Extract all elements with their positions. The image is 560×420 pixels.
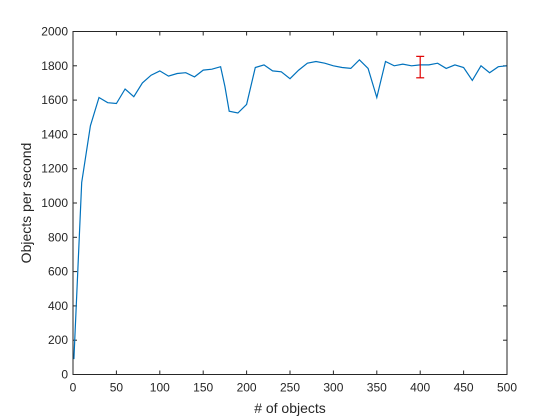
- data-point: [107, 102, 109, 104]
- x-tick-label: 300: [323, 381, 343, 395]
- data-point: [332, 65, 334, 67]
- x-tick-label: 250: [280, 381, 300, 395]
- y-tick-label: 0: [61, 368, 68, 382]
- x-tick-label: 50: [110, 381, 124, 395]
- data-point: [224, 85, 226, 87]
- x-tick-label: 150: [193, 381, 213, 395]
- data-point: [141, 82, 143, 84]
- data-point: [115, 102, 117, 104]
- x-axis-label: # of objects: [254, 400, 326, 416]
- data-point: [324, 62, 326, 64]
- data-point: [237, 112, 239, 114]
- y-tick-label: 1200: [41, 162, 68, 176]
- data-point: [341, 66, 343, 68]
- x-tick-label: 200: [237, 381, 257, 395]
- data-point: [150, 74, 152, 76]
- data-point: [480, 65, 482, 67]
- y-tick-label: 1000: [41, 196, 68, 210]
- data-point: [428, 64, 430, 66]
- data-point: [176, 72, 178, 74]
- data-point: [367, 67, 369, 69]
- data-point: [436, 62, 438, 64]
- data-point: [159, 70, 161, 72]
- data-point: [124, 88, 126, 90]
- data-point: [280, 71, 282, 73]
- x-tick-label: 400: [410, 381, 430, 395]
- data-point: [263, 64, 265, 66]
- data-point: [471, 79, 473, 81]
- x-tick-label: 500: [497, 381, 517, 395]
- data-point: [315, 60, 317, 62]
- data-point: [133, 96, 135, 98]
- data-point: [306, 62, 308, 64]
- y-tick-label: 1600: [41, 93, 68, 107]
- y-tick-label: 2000: [41, 25, 68, 39]
- series-line-1: [73, 58, 508, 360]
- error-bar: [416, 55, 425, 79]
- data-point: [219, 66, 221, 68]
- data-point: [410, 65, 412, 67]
- data-point: [350, 67, 352, 69]
- x-tick-label: 350: [367, 381, 387, 395]
- data-point: [202, 69, 204, 71]
- data-point: [81, 181, 83, 183]
- data-point: [497, 66, 499, 68]
- y-tick-label: 1800: [41, 59, 68, 73]
- data-point: [245, 103, 247, 105]
- data-point: [271, 70, 273, 72]
- data-point: [454, 64, 456, 66]
- x-tick-label: 450: [454, 381, 474, 395]
- x-axis-ticks: 0 50 100 150 200 250 300 350 400 450 500: [70, 31, 517, 395]
- data-point: [298, 69, 300, 71]
- data-point: [445, 67, 447, 69]
- data-point: [393, 65, 395, 67]
- data-point: [384, 60, 386, 62]
- y-tick-label: 400: [48, 299, 68, 313]
- data-point: [167, 75, 169, 77]
- x-tick-label: 100: [150, 381, 170, 395]
- data-point: [211, 68, 213, 70]
- data-point: [358, 59, 360, 61]
- data-point: [488, 72, 490, 74]
- data-point: [462, 66, 464, 68]
- y-axis-ticks: 0 200 400 600 800 1000 1200 1400 1600 1800 2000: [41, 25, 507, 382]
- data-point: [193, 76, 195, 78]
- data-point: [402, 63, 404, 65]
- plot-area: [73, 55, 508, 360]
- y-tick-label: 1400: [41, 127, 68, 141]
- data-point: [289, 78, 291, 80]
- y-tick-label: 600: [48, 265, 68, 279]
- data-point: [228, 110, 230, 112]
- x-tick-label: 0: [70, 381, 77, 395]
- axes-box: [72, 31, 508, 375]
- data-point: [185, 72, 187, 74]
- y-tick-label: 200: [48, 333, 68, 347]
- y-axis-label: Objects per second: [18, 143, 34, 264]
- y-tick-label: 800: [48, 230, 68, 244]
- data-point: [89, 125, 91, 127]
- data-point: [254, 66, 256, 68]
- data-point: [98, 96, 100, 98]
- data-point: [376, 96, 378, 98]
